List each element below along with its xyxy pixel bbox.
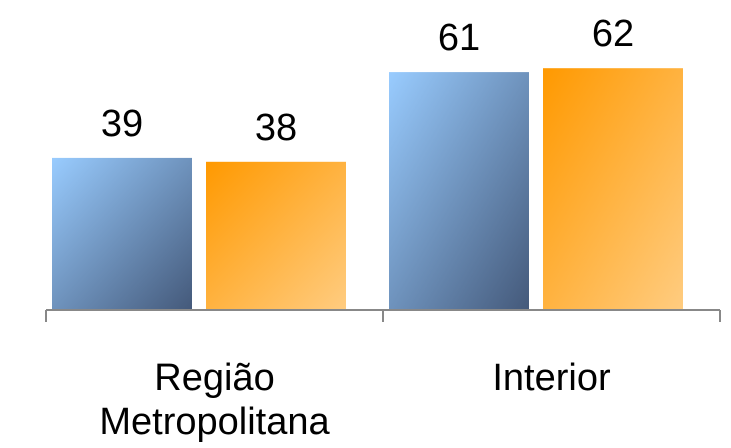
bar-series2-0 xyxy=(206,161,346,310)
data-label-series1-1: 61 xyxy=(438,17,480,59)
bars-layer xyxy=(52,68,683,310)
data-label-series1-0: 39 xyxy=(101,103,143,145)
x-axis xyxy=(45,309,721,322)
data-label-series2-0: 38 xyxy=(255,107,297,149)
category-label-0: Região Metropolitana xyxy=(99,357,330,443)
data-labels-layer: 39 38 61 62 xyxy=(101,13,634,149)
bar-series2-1 xyxy=(543,68,683,310)
bar-series1-0 xyxy=(52,157,192,310)
data-label-series2-1: 62 xyxy=(592,13,634,55)
category-label-1: Interior xyxy=(492,357,611,399)
category-labels-layer: Região Metropolitana Interior xyxy=(99,357,611,443)
bar-series1-1 xyxy=(389,72,529,310)
